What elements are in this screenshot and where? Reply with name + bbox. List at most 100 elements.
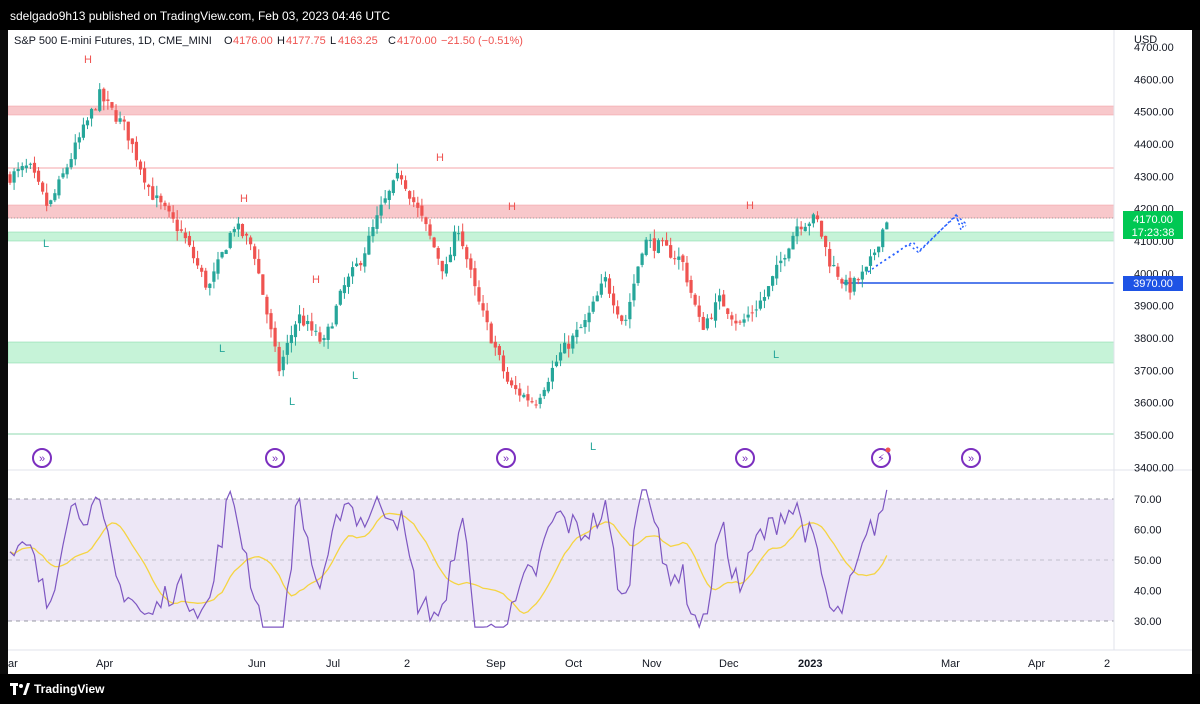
candle-body [306,320,310,325]
candle-body [469,258,473,270]
candle-body [236,223,240,230]
candle-body [151,186,155,200]
time-tick-label: ar [8,658,18,670]
rsi-tick-label: 60.00 [1134,525,1162,537]
candle-body [779,260,783,264]
candle-body [159,195,163,203]
candle-body [77,137,81,143]
candle-body [395,172,400,179]
candle-body [314,330,318,332]
time-tick-label: Oct [565,658,582,670]
candle-body [130,138,134,145]
dividend-icon[interactable]: ⚡ [871,447,891,468]
rsi-tick-label: 50.00 [1134,555,1162,567]
candle-body [12,171,16,183]
svg-text:⚡: ⚡ [877,453,885,465]
candle-body [240,223,245,237]
candle-body [563,342,567,354]
candle-body [249,237,253,245]
svg-text:17:23:38: 17:23:38 [1132,227,1175,239]
candle-body [636,266,640,284]
rsi-axis: 70.00 60.00 50.00 40.00 30.00 [1134,494,1162,628]
candle-body [620,315,624,322]
candle-body [106,99,110,101]
publish-info: sdelgado9h13 published on TradingView.co… [10,9,391,23]
candle-body [273,327,277,347]
candle-body [16,168,20,172]
candle-body [432,237,436,248]
candle-body [477,287,481,302]
candle-body [134,141,139,161]
candle-body [677,256,681,260]
candle-body [20,166,24,171]
candle-body [179,229,183,231]
candle-body [648,239,652,241]
candle-body [705,318,709,329]
candle-body [542,389,546,397]
last-price-tag: 4170.00 17:23:38 [1123,211,1183,239]
price-axis: 4700.004600.004500.004400.004300.004200.… [1134,42,1174,474]
candle-body [375,215,379,229]
pivot-low-label: L [590,441,596,453]
chart-canvas[interactable]: H H H H H H L L L L L L » » » » ⚡ » 4700… [7,30,1192,674]
svg-text:3970.00: 3970.00 [1133,278,1173,290]
pivot-low-label: L [289,396,295,408]
svg-text:»: » [39,453,45,465]
candle-body [534,404,538,406]
candle-body [89,108,94,119]
candle-body [293,324,298,338]
candle-body [518,388,522,396]
candle-body [363,253,367,267]
candle-body [367,235,371,255]
candle-body [501,355,506,372]
svg-text:C: C [388,35,396,47]
price-tick-label: 3900.00 [1134,301,1174,313]
candle-body [685,262,689,283]
candle-body [53,193,57,201]
event-icon[interactable]: » [735,448,755,468]
time-tick-label: Jun [248,658,266,670]
price-tick-label: 3600.00 [1134,398,1174,410]
svg-text:H: H [277,35,285,47]
time-tick-label: Nov [642,658,662,670]
candle-body [872,252,877,256]
price-tick-label: 4700.00 [1134,42,1174,54]
event-icon[interactable]: » [496,448,516,468]
candle-body [722,294,726,307]
candle-body [171,212,175,219]
svg-text:»: » [968,453,974,465]
candle-body [65,167,69,175]
candle-body [183,232,187,239]
svg-text:»: » [272,453,278,465]
candle-body [595,295,599,302]
candle-body [212,271,216,282]
price-tick-label: 3800.00 [1134,333,1174,345]
price-tick-label: 4400.00 [1134,139,1174,151]
candle-body [860,271,864,280]
candle-body [69,159,73,168]
candle-body [73,142,77,160]
candle-body [656,240,661,253]
event-icon[interactable]: » [265,448,285,468]
tradingview-logo[interactable]: TradingView [10,682,104,696]
candle-body [730,315,734,320]
candle-body [346,276,351,287]
candle-body [558,352,563,361]
candle-body [750,312,754,314]
event-icon[interactable]: » [961,448,981,468]
candle-body [371,227,375,237]
candle-body [616,306,620,315]
candle-body [726,308,730,314]
candle-body [285,342,289,355]
candle-body [253,246,257,259]
candle-body [444,264,448,274]
event-icon[interactable]: » [32,448,52,468]
price-tick-label: 4500.00 [1134,107,1174,119]
candle-body [261,274,265,295]
candle-body [200,267,204,272]
candle-body [538,397,542,405]
tradingview-logo-icon [10,683,30,695]
candle-body [110,102,114,108]
candle-body [342,285,347,294]
candle-body [864,266,869,272]
